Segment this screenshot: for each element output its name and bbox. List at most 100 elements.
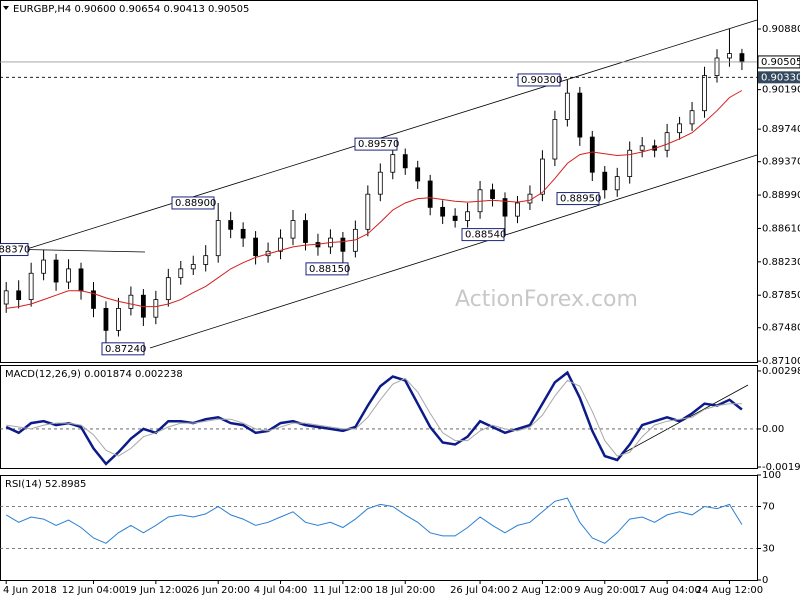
candle-body [739, 53, 745, 63]
candle-body [577, 92, 583, 138]
candle-body [502, 198, 508, 217]
y-tick-label: 0.90880 [762, 24, 800, 35]
y-tick-label: 30 [762, 544, 775, 555]
candle-body [91, 290, 96, 309]
y-tick-label: 0.87100 [762, 356, 800, 367]
annotation-box [556, 192, 600, 206]
candle-body [639, 145, 645, 151]
y-tick-label: 70 [762, 502, 775, 513]
candle-body [677, 123, 682, 134]
macd-title: MACD(12,26,9) 0.001874 0.002238 [5, 369, 183, 380]
rsi-title: RSI(14) 52.8985 [5, 479, 86, 490]
candle-body [727, 53, 732, 59]
x-tick-label: 19 Jun 12:00 [124, 585, 188, 596]
menu-triangle [3, 6, 9, 10]
candle-body [527, 193, 533, 204]
candle-body [290, 220, 296, 239]
candle-body [203, 255, 209, 265]
price-panel [0, 0, 758, 363]
watermark: ActionForex.com [455, 287, 638, 312]
candle-body [253, 237, 259, 257]
candle-body [702, 75, 707, 112]
annotation-label: 0.88900 [175, 198, 216, 209]
candle-body [240, 228, 246, 239]
annotation-box [171, 196, 215, 210]
macd-panel [0, 365, 758, 469]
candle-body [440, 206, 446, 217]
y-tick-label: 0.89370 [762, 157, 800, 168]
candle-body [340, 237, 346, 252]
x-tick-label: 24 Aug 12:00 [696, 585, 763, 596]
series-line [6, 90, 743, 309]
x-tick-label: 12 Jun 04:00 [62, 585, 126, 596]
candle-body [390, 154, 396, 173]
annotation-label: 0.90300 [521, 75, 562, 86]
candle-body [552, 119, 558, 160]
candle-body [28, 272, 34, 301]
x-tick-label: 17 Aug 04:00 [633, 585, 700, 596]
candle-body [427, 180, 433, 208]
channel-upper [29, 19, 758, 249]
annotation-label: 0.88540 [465, 230, 506, 241]
reference-label: 0.90330 [761, 72, 800, 83]
annotation-label: 0.89570 [358, 139, 399, 150]
annotation-box [0, 243, 29, 257]
annotation-box [517, 73, 561, 87]
series-line [6, 377, 742, 457]
y-tick-label: 0.90190 [762, 85, 800, 96]
candle-body [103, 308, 109, 331]
candle-body [78, 268, 84, 292]
candle-body [53, 259, 59, 283]
candle-body [66, 268, 71, 283]
candle-body [540, 158, 545, 195]
candle-body [490, 189, 495, 199]
candle-body [589, 136, 595, 173]
candle-body [415, 167, 421, 182]
x-tick-label: 9 Aug 20:00 [574, 585, 635, 596]
candle-body [664, 132, 670, 151]
y-tick-label: 0.00 [762, 424, 784, 435]
chart-title: EURGBP,H4 0.90600 0.90654 0.90413 0.9050… [13, 4, 249, 15]
candle-body [41, 259, 47, 274]
candle-body [16, 290, 22, 301]
x-tick-label: 4 Jun 2018 [3, 585, 57, 596]
candle-body [128, 294, 134, 309]
y-tick-label: 0.89740 [762, 124, 800, 135]
x-tick-label: 18 Jul 20:00 [375, 585, 435, 596]
y-tick-label: 0.88990 [762, 190, 800, 201]
y-tick-label: 0 [762, 575, 768, 586]
candle-body [303, 220, 308, 243]
macd-trendline [619, 384, 749, 456]
last-price-label: 0.90505 [761, 57, 800, 68]
series-line [5, 497, 743, 544]
y-tick-label: 0.88230 [762, 257, 800, 268]
rsi-panel [0, 475, 758, 581]
channel-lower [149, 154, 758, 349]
candle-body [627, 149, 633, 178]
y-tick-label: 0.87480 [762, 323, 800, 334]
candle-body [165, 277, 171, 301]
annotation-label: 0.87240 [105, 344, 146, 355]
reference-box [758, 71, 800, 84]
candle-body [465, 211, 470, 221]
candle-body [228, 220, 234, 230]
annotation-box [101, 342, 145, 356]
candle-body [564, 92, 570, 120]
candle-body [614, 176, 620, 191]
y-tick-label: 0.87850 [762, 290, 800, 301]
candle-body [452, 215, 458, 221]
candle-body [377, 171, 383, 195]
y-tick-label: -0.00196 [762, 462, 800, 473]
annotation-box [461, 228, 505, 242]
candle-body [190, 264, 196, 270]
x-tick-label: 2 Aug 12:00 [512, 585, 573, 596]
candle-body [153, 299, 159, 318]
candle-body [602, 171, 608, 191]
series-line [5, 370, 743, 466]
candle-body [3, 290, 9, 305]
annotation-label: 0.88950 [560, 194, 601, 205]
candle-body [402, 154, 408, 169]
candle-body [689, 110, 695, 125]
